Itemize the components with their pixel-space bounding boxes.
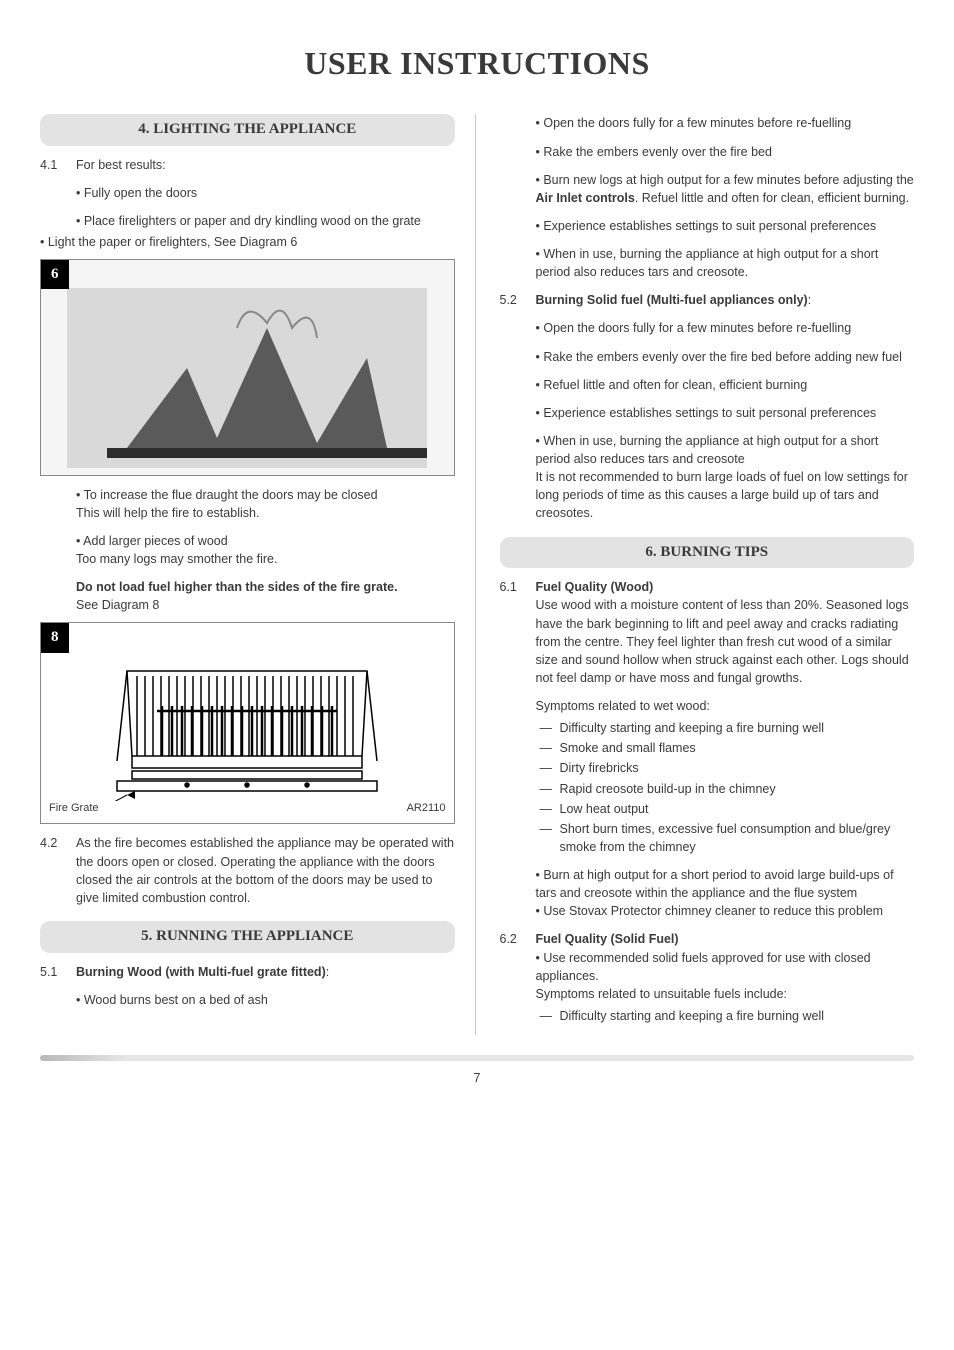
list-item: Difficulty starting and keeping a fire b… bbox=[536, 719, 915, 737]
body-text: This will help the fire to establish. bbox=[76, 504, 455, 522]
figure-label: 6 bbox=[41, 260, 69, 290]
bullet: • Light the paper or firelighters, See D… bbox=[40, 233, 455, 251]
body-text: Symptoms related to wet wood: bbox=[536, 697, 915, 715]
item-6-1: 6.1 Fuel Quality (Wood) Use wood with a … bbox=[500, 578, 915, 920]
item-4-1: 4.1 For best results: bbox=[40, 156, 455, 174]
body-text: For best results: bbox=[76, 156, 455, 174]
subheading: Burning Solid fuel (Multi-fuel appliance… bbox=[536, 293, 808, 307]
bullet: • Open the doors fully for a few minutes… bbox=[536, 319, 915, 337]
figure-caption-left: Fire Grate bbox=[49, 801, 99, 817]
numbering: 6.1 bbox=[500, 578, 536, 920]
numbering: 5.1 bbox=[40, 963, 76, 981]
body-text: It is not recommended to burn large load… bbox=[536, 468, 915, 522]
two-column-layout: 4. LIGHTING THE APPLIANCE 4.1 For best r… bbox=[40, 114, 914, 1035]
bullet: • Place firelighters or paper and dry ki… bbox=[76, 212, 455, 230]
numbering: 5.2 bbox=[500, 291, 536, 309]
bullet: • Open the doors fully for a few minutes… bbox=[536, 114, 915, 132]
figure-8: 8 Fire Grate AR2110 bbox=[40, 622, 455, 824]
body-text: • Burn new logs at high output for a few… bbox=[536, 173, 914, 187]
figure-6: 6 bbox=[40, 259, 455, 476]
bullet: • When in use, burning the appliance at … bbox=[536, 245, 915, 281]
item-6-2: 6.2 Fuel Quality (Solid Fuel) • Use reco… bbox=[500, 930, 915, 1029]
subheading: Burning Wood (with Multi-fuel grate fitt… bbox=[76, 965, 326, 979]
figure-label: 8 bbox=[41, 623, 69, 653]
page-title: USER INSTRUCTIONS bbox=[40, 40, 914, 86]
warning-text: Do not load fuel higher than the sides o… bbox=[76, 580, 398, 594]
list-item: Rapid creosote build-up in the chimney bbox=[536, 780, 915, 798]
body-text: Symptoms related to unsuitable fuels inc… bbox=[536, 985, 915, 1003]
punct: : bbox=[808, 293, 811, 307]
left-column: 4. LIGHTING THE APPLIANCE 4.1 For best r… bbox=[40, 114, 476, 1035]
bullet: • Rake the embers evenly over the fire b… bbox=[536, 143, 915, 161]
punct: : bbox=[326, 965, 329, 979]
body-text: See Diagram 8 bbox=[76, 598, 159, 612]
bullet: • Rake the embers evenly over the fire b… bbox=[536, 348, 915, 366]
bullet: • Use recommended solid fuels approved f… bbox=[536, 949, 915, 985]
page-number: 7 bbox=[40, 1069, 914, 1087]
item-5-2: 5.2 Burning Solid fuel (Multi-fuel appli… bbox=[500, 291, 915, 309]
list-item: Low heat output bbox=[536, 800, 915, 818]
bullet: • Burn at high output for a short period… bbox=[536, 866, 915, 902]
bullet: • To increase the flue draught the doors… bbox=[76, 486, 455, 504]
bullet: • Use Stovax Protector chimney cleaner t… bbox=[536, 902, 915, 920]
dash-list: Difficulty starting and keeping a fire b… bbox=[536, 719, 915, 856]
figure-caption-right: AR2110 bbox=[407, 801, 446, 817]
body-text: Too many logs may smother the fire. bbox=[76, 550, 455, 568]
right-column: • Open the doors fully for a few minutes… bbox=[500, 114, 915, 1035]
subheading: Fuel Quality (Wood) bbox=[536, 578, 915, 596]
body-text: As the fire becomes established the appl… bbox=[76, 834, 455, 907]
bullet: • Refuel little and often for clean, eff… bbox=[536, 376, 915, 394]
numbering: 6.2 bbox=[500, 930, 536, 1029]
body-text: . Refuel little and often for clean, eff… bbox=[635, 191, 909, 205]
item-5-1: 5.1 Burning Wood (with Multi-fuel grate … bbox=[40, 963, 455, 981]
item-4-2: 4.2 As the fire becomes established the … bbox=[40, 834, 455, 907]
bold-term: Air Inlet controls bbox=[536, 191, 635, 205]
footer-divider bbox=[40, 1055, 914, 1061]
figure-8-illustration bbox=[77, 651, 417, 801]
figure-6-illustration bbox=[67, 288, 427, 468]
bullet: • Burn new logs at high output for a few… bbox=[536, 171, 915, 207]
section-4-heading: 4. LIGHTING THE APPLIANCE bbox=[40, 114, 455, 146]
list-item: Smoke and small flames bbox=[536, 739, 915, 757]
bullet: • Add larger pieces of wood bbox=[76, 532, 455, 550]
body-text: Use wood with a moisture content of less… bbox=[536, 596, 915, 687]
list-item: Dirty firebricks bbox=[536, 759, 915, 777]
bullet: • Fully open the doors bbox=[76, 184, 455, 202]
list-item: Difficulty starting and keeping a fire b… bbox=[536, 1007, 915, 1025]
numbering: 4.1 bbox=[40, 156, 76, 174]
section-6-heading: 6. BURNING TIPS bbox=[500, 537, 915, 569]
bullet: • Experience establishes settings to sui… bbox=[536, 404, 915, 422]
bullet: • Wood burns best on a bed of ash bbox=[76, 991, 455, 1009]
section-5-heading: 5. RUNNING THE APPLIANCE bbox=[40, 921, 455, 953]
numbering: 4.2 bbox=[40, 834, 76, 907]
subheading: Fuel Quality (Solid Fuel) bbox=[536, 930, 915, 948]
dash-list: Difficulty starting and keeping a fire b… bbox=[536, 1007, 915, 1025]
bullet: • When in use, burning the appliance at … bbox=[536, 432, 915, 468]
bullet: • Experience establishes settings to sui… bbox=[536, 217, 915, 235]
list-item: Short burn times, excessive fuel consump… bbox=[536, 820, 915, 856]
